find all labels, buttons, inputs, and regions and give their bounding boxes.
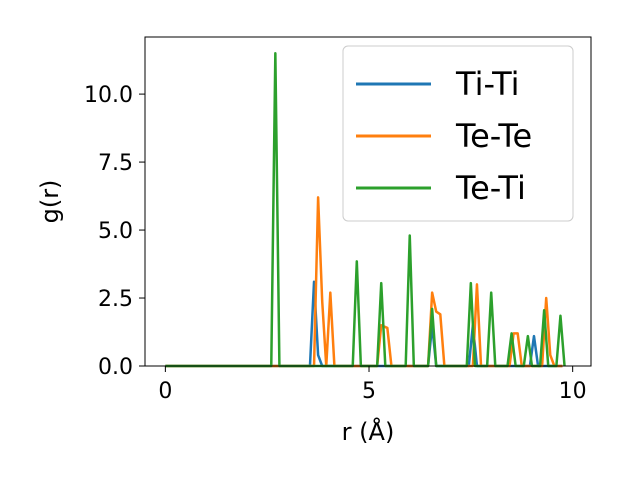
y-axis-ticks: 0.0 2.5 5.0 7.5 10.0 <box>84 83 145 380</box>
x-axis-ticks: 0 5 10 <box>158 366 587 404</box>
y-tick-label: 2.5 <box>98 287 133 312</box>
series-line-ti-ti <box>165 280 563 368</box>
y-tick-label: 7.5 <box>98 151 133 176</box>
y-axis-label: g(r) <box>36 180 64 224</box>
legend-label-te-te: Te-Te <box>455 117 532 155</box>
y-tick-label: 0.0 <box>98 355 133 380</box>
x-axis-label: r (Å) <box>342 417 395 446</box>
x-tick-label: 5 <box>362 379 376 404</box>
x-tick-label: 10 <box>559 379 587 404</box>
y-tick-label: 10.0 <box>84 83 133 108</box>
series-line-te-te <box>165 196 563 368</box>
legend-label-ti-ti: Ti-Ti <box>455 65 520 103</box>
legend: Ti-Ti Te-Te Te-Ti <box>342 45 574 222</box>
legend-label-te-ti: Te-Ti <box>455 169 526 207</box>
legend-box <box>342 45 574 222</box>
y-tick-label: 5.0 <box>98 219 133 244</box>
x-tick-label: 0 <box>158 379 172 404</box>
plot-frame <box>144 36 592 367</box>
